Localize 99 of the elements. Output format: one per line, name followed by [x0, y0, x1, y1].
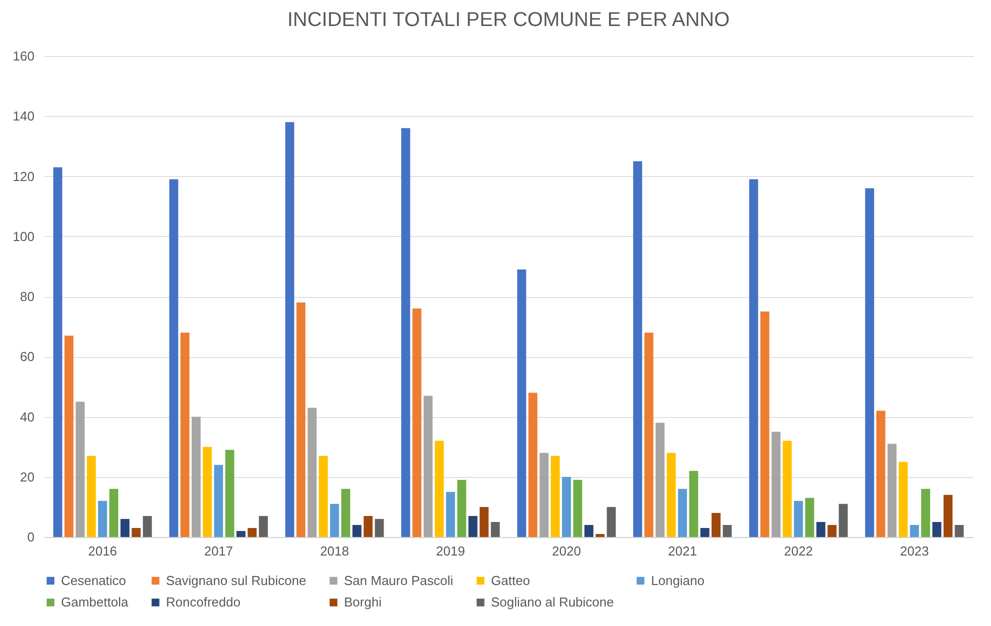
y-tick-label: 40: [20, 409, 34, 424]
bar: [816, 522, 826, 537]
bar: [192, 416, 201, 537]
y-tick-label: 140: [12, 108, 34, 124]
bar: [644, 332, 654, 537]
bar: [98, 500, 108, 537]
bar: [434, 440, 444, 537]
bar: [120, 518, 130, 537]
bar: [932, 522, 942, 537]
bar: [318, 456, 328, 537]
bar: [401, 128, 410, 537]
bar: [374, 518, 384, 537]
bar: [296, 302, 306, 537]
x-tick-label: 2022: [784, 544, 813, 558]
bar: [180, 332, 190, 537]
bar: [225, 450, 234, 537]
bar: [352, 524, 362, 537]
bar: [308, 408, 317, 537]
bar: [424, 396, 433, 537]
legend-label: Gambettola: [61, 594, 129, 610]
legend-label: Savignano sul Rubicone: [166, 572, 306, 588]
bar: [865, 188, 874, 537]
bar: [457, 480, 466, 537]
legend-label: Cesenatico: [61, 572, 126, 588]
bar: [446, 492, 455, 537]
bar: [921, 488, 930, 537]
legend-label: Longiano: [651, 572, 704, 588]
legend-label: Borghi: [344, 594, 382, 610]
bar: [876, 410, 886, 537]
bar: [794, 500, 803, 537]
bar: [480, 506, 489, 537]
bar: [341, 488, 350, 537]
bar: [805, 498, 814, 537]
bar: [760, 312, 770, 537]
bar: [828, 524, 837, 537]
x-tick-label: 2023: [900, 544, 929, 558]
bar: [86, 456, 96, 537]
bar: [656, 422, 665, 537]
bar: [954, 524, 964, 537]
bar: [898, 462, 908, 537]
bar: [888, 444, 897, 537]
x-tick-label: 2021: [668, 544, 697, 558]
y-tick-label: 60: [20, 349, 34, 364]
bar: [700, 528, 710, 537]
bar: [596, 534, 605, 537]
bar: [517, 269, 526, 537]
bar: [468, 516, 478, 537]
bar: [258, 516, 268, 537]
bar: [944, 494, 953, 537]
bar: [169, 179, 178, 537]
chart-title: INCIDENTI TOTALI PER COMUNE E PER ANNO: [287, 9, 730, 31]
bar: [633, 161, 642, 537]
bar: [772, 432, 781, 537]
x-tick-label: 2019: [436, 544, 465, 558]
bar: [202, 446, 212, 537]
bar: [540, 452, 549, 537]
bar: [490, 522, 500, 537]
x-tick-label: 2018: [320, 544, 349, 558]
bar: [749, 179, 758, 537]
y-tick-label: 0: [27, 530, 34, 544]
y-tick-label: 160: [12, 48, 34, 64]
bar: [666, 452, 676, 537]
x-tick-label: 2020: [552, 544, 581, 558]
bar: [562, 476, 571, 537]
bar: [248, 528, 257, 537]
bar: [330, 504, 340, 537]
bar: [689, 470, 698, 537]
bar: [132, 528, 141, 537]
bar: [76, 402, 85, 537]
bar: [550, 456, 560, 537]
bar: [910, 524, 919, 537]
bar: [584, 524, 594, 537]
y-tick-label: 20: [20, 469, 34, 484]
y-tick-label: 120: [12, 168, 34, 184]
y-tick-label: 80: [20, 289, 34, 304]
bar: [412, 308, 422, 537]
bar: [53, 167, 62, 537]
x-tick-label: 2017: [204, 544, 234, 558]
legend-label: Gatteo: [491, 572, 530, 588]
bar: [678, 488, 687, 537]
legend-label: San Mauro Pascoli: [344, 572, 454, 588]
bar: [142, 516, 152, 537]
bar: [285, 122, 294, 537]
bar: [782, 440, 792, 537]
y-tick-label: 100: [12, 228, 34, 244]
bar: [214, 464, 224, 537]
bar: [606, 506, 616, 537]
bar: [528, 392, 538, 537]
bar: [573, 480, 582, 537]
bar: [722, 524, 732, 537]
bar: [109, 488, 118, 537]
bar: [64, 336, 74, 537]
legend-label: Roncofreddo: [166, 594, 240, 610]
bar: [364, 516, 373, 537]
x-tick-label: 2016: [88, 544, 118, 558]
legend-label: Sogliano al Rubicone: [491, 594, 614, 610]
bar: [236, 530, 246, 537]
bar: [712, 512, 721, 537]
bar: [838, 504, 848, 537]
